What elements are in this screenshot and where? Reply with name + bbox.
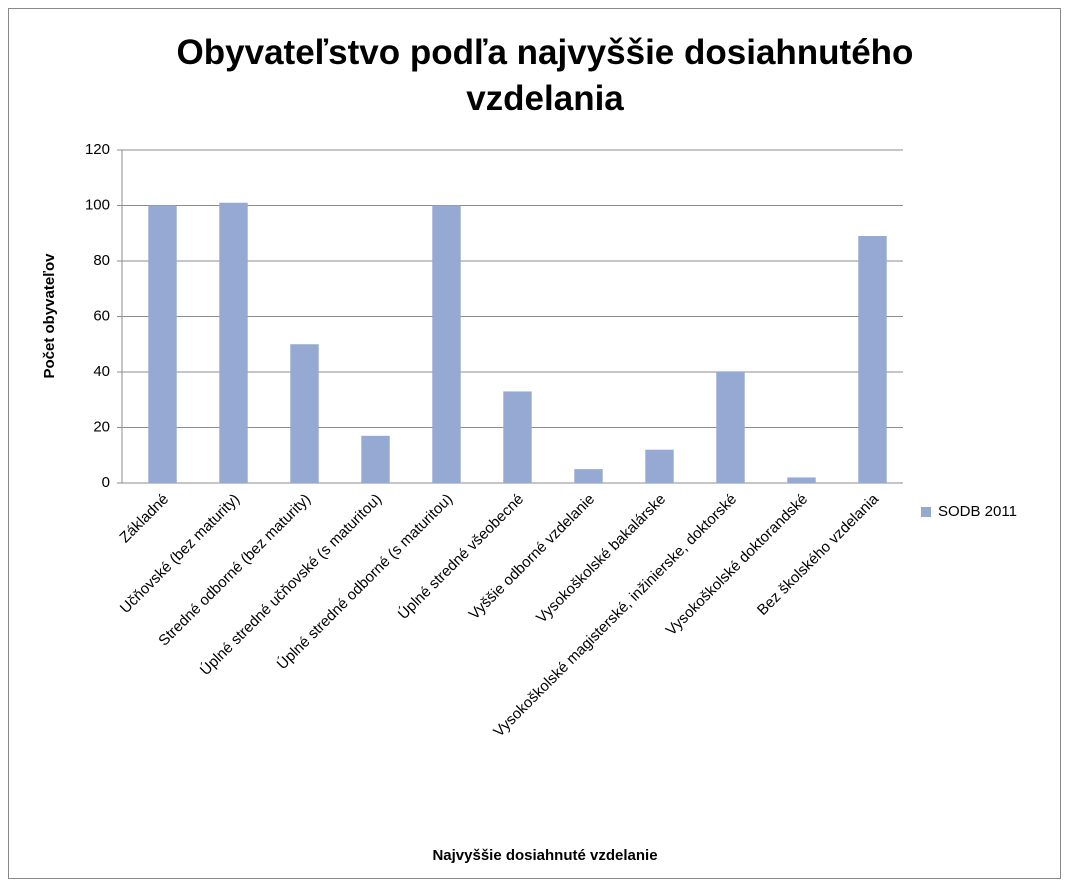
chart-border <box>8 8 1061 879</box>
y-tick-label: 100 <box>85 196 110 213</box>
x-tick-label: Učňovské (bez maturity) <box>117 491 243 617</box>
legend-swatch <box>921 507 931 517</box>
bar <box>219 202 248 483</box>
bar <box>716 372 745 483</box>
bar <box>148 205 177 483</box>
bar <box>290 344 319 483</box>
x-tick-label: Vysokoškolské bakalárske <box>533 491 669 627</box>
legend-label: SODB 2011 <box>938 503 1017 520</box>
chart-title: Obyvateľstvo podľa najvyššie dosiahnutéh… <box>176 33 914 118</box>
x-tick-label: Vysokoškolské doktorandské <box>663 491 811 639</box>
bar <box>574 469 603 483</box>
x-tick-label: Základné <box>116 491 172 547</box>
x-tick-label: Vysokoškolské magisterské, inžinierske, … <box>490 491 740 741</box>
y-tick-label: 80 <box>93 252 110 269</box>
x-tick-label: Bez školského vzdelania <box>754 490 883 619</box>
y-tick-label: 20 <box>93 418 110 435</box>
bar <box>858 236 887 483</box>
y-axis-label: Počet obyvateľov <box>41 253 58 379</box>
y-tick-label: 40 <box>93 363 110 380</box>
y-tick-label: 120 <box>85 141 110 158</box>
bar <box>432 205 461 483</box>
bar <box>361 435 390 483</box>
x-axis-label: Najvyššie dosiahnuté vzdelanie <box>432 847 657 864</box>
y-tick-label: 60 <box>93 307 110 324</box>
bar <box>645 449 674 483</box>
x-tick-label: Úplné stredné všeobecné <box>395 491 527 623</box>
x-tick-label: Stredné odborné (bez maturity) <box>155 491 314 650</box>
x-tick-label: Vyššie odborné vzdelanie <box>466 491 599 624</box>
bar <box>503 391 532 483</box>
y-tick-label: 0 <box>102 474 110 491</box>
bar <box>787 477 816 483</box>
